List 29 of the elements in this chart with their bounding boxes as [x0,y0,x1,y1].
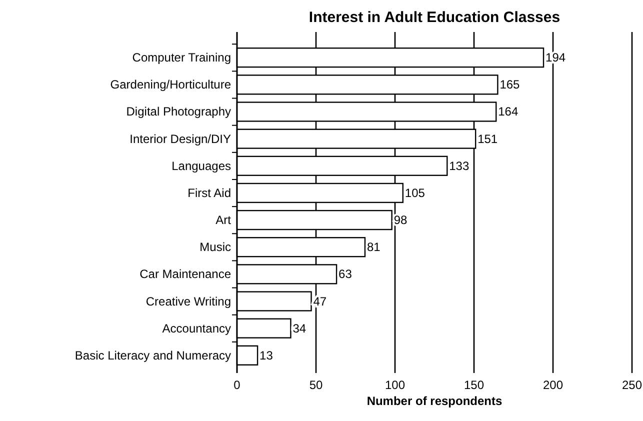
data-label: 63 [338,267,352,282]
chart-title: Interest in Adult Education Classes [308,9,560,26]
y-tick-label: Digital Photography [126,104,231,119]
y-tick-label: Music [200,240,231,254]
y-tick-label: Gardening/Horticulture [110,78,232,92]
data-label: 105 [404,186,426,200]
x-tick-label: 100 [384,378,406,392]
y-tick-label: Car Maintenance [140,267,232,282]
y-tick-label: Creative Writing [146,294,231,308]
data-label: 13 [260,348,274,362]
data-label: 164 [498,104,518,119]
y-tick-label: Interior Design/DIY [130,132,231,146]
data-label: 165 [500,78,520,92]
data-label: 151 [478,132,498,146]
x-axis-title: Number of respondents [366,394,502,408]
x-tick-label: 50 [309,378,323,392]
y-tick-label: Basic Literacy and Numeracy [74,348,231,362]
data-label: 133 [449,158,470,173]
data-label: 34 [292,321,306,336]
x-tick-label: 250 [622,378,642,392]
y-tick-label: Languages [172,158,231,173]
y-tick-label: First Aid [188,186,231,200]
y-tick-label: Accountancy [162,321,231,336]
x-tick-label: 150 [464,378,484,392]
data-label: 81 [366,240,381,254]
x-tick-label: 200 [542,378,564,392]
y-tick-label: Art [216,213,232,228]
y-tick-label: Computer Training [132,50,231,65]
x-tick-label: 0 [234,378,241,392]
